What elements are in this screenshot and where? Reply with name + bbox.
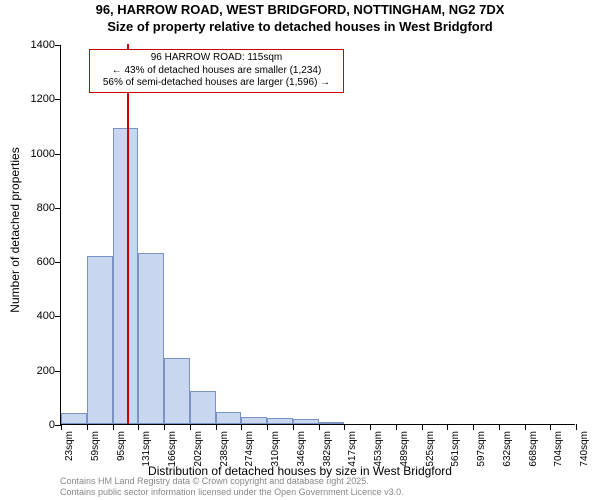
histogram-bar <box>241 417 267 424</box>
property-marker-line <box>127 44 129 424</box>
y-tick-label: 0 <box>15 419 55 431</box>
annotation-line: 96 HARROW ROAD: 115sqm <box>94 52 339 65</box>
y-tick-label: 1200 <box>15 93 55 105</box>
histogram-bar <box>87 256 113 424</box>
y-tick <box>55 316 61 317</box>
x-tick <box>396 424 397 430</box>
y-tick-label: 600 <box>15 256 55 268</box>
histogram-bar <box>267 418 293 424</box>
x-tick-label: 238sqm <box>219 431 230 467</box>
x-tick-label: 166sqm <box>167 431 178 467</box>
x-tick <box>576 424 577 430</box>
x-tick <box>216 424 217 430</box>
x-tick-label: 382sqm <box>322 431 333 467</box>
title-line-2: Size of property relative to detached ho… <box>0 19 600 36</box>
x-tick <box>241 424 242 430</box>
x-tick <box>422 424 423 430</box>
y-tick <box>55 99 61 100</box>
x-tick <box>319 424 320 430</box>
histogram-bar <box>138 253 164 424</box>
x-tick-label: 23sqm <box>64 431 75 461</box>
y-tick <box>55 371 61 372</box>
x-tick <box>87 424 88 430</box>
histogram-bar <box>113 128 139 424</box>
x-tick-label: 525sqm <box>425 431 436 467</box>
histogram-bar <box>216 412 242 424</box>
x-tick-label: 417sqm <box>347 431 358 467</box>
y-tick-label: 1000 <box>15 148 55 160</box>
x-tick-label: 453sqm <box>373 431 384 467</box>
x-tick-label: 59sqm <box>90 431 101 461</box>
x-tick <box>447 424 448 430</box>
y-tick <box>55 262 61 263</box>
annotation-box: 96 HARROW ROAD: 115sqm← 43% of detached … <box>89 49 344 93</box>
x-tick-label: 489sqm <box>399 431 410 467</box>
histogram-bar <box>293 419 319 424</box>
annotation-line: ← 43% of detached houses are smaller (1,… <box>94 65 339 78</box>
histogram-bar <box>61 413 87 424</box>
x-tick-label: 131sqm <box>141 431 152 467</box>
x-tick <box>473 424 474 430</box>
x-tick-label: 346sqm <box>296 431 307 467</box>
chart-title: 96, HARROW ROAD, WEST BRIDGFORD, NOTTING… <box>0 2 600 36</box>
x-tick <box>525 424 526 430</box>
x-tick <box>61 424 62 430</box>
x-tick-label: 274sqm <box>244 431 255 467</box>
x-tick-label: 597sqm <box>476 431 487 467</box>
x-tick <box>550 424 551 430</box>
x-tick <box>293 424 294 430</box>
footer-line-2: Contains public sector information licen… <box>60 487 404 498</box>
x-tick <box>267 424 268 430</box>
x-tick-label: 704sqm <box>553 431 564 467</box>
histogram-bar <box>164 358 190 425</box>
title-line-1: 96, HARROW ROAD, WEST BRIDGFORD, NOTTING… <box>0 2 600 19</box>
x-tick <box>138 424 139 430</box>
x-tick-label: 561sqm <box>450 431 461 467</box>
x-tick-label: 95sqm <box>116 431 127 461</box>
x-tick-label: 668sqm <box>528 431 539 467</box>
x-tick-label: 740sqm <box>579 431 590 467</box>
x-tick <box>164 424 165 430</box>
x-tick <box>344 424 345 430</box>
chart-plot-area: 020040060080010001200140023sqm59sqm95sqm… <box>60 45 575 425</box>
chart-footer: Contains HM Land Registry data © Crown c… <box>60 476 404 498</box>
y-axis-title: Number of detached properties <box>8 147 22 312</box>
x-tick-label: 310sqm <box>270 431 281 467</box>
x-tick-label: 632sqm <box>502 431 513 467</box>
x-tick <box>113 424 114 430</box>
y-tick-label: 1400 <box>15 39 55 51</box>
x-tick <box>370 424 371 430</box>
histogram-bar <box>190 391 216 424</box>
x-tick <box>499 424 500 430</box>
histogram-bar <box>319 422 345 424</box>
x-tick-label: 202sqm <box>193 431 204 467</box>
annotation-line: 56% of semi-detached houses are larger (… <box>94 77 339 90</box>
y-tick <box>55 208 61 209</box>
y-tick <box>55 154 61 155</box>
y-tick-label: 400 <box>15 310 55 322</box>
y-tick-label: 800 <box>15 202 55 214</box>
y-tick <box>55 45 61 46</box>
y-tick-label: 200 <box>15 365 55 377</box>
x-tick <box>190 424 191 430</box>
footer-line-1: Contains HM Land Registry data © Crown c… <box>60 476 404 487</box>
